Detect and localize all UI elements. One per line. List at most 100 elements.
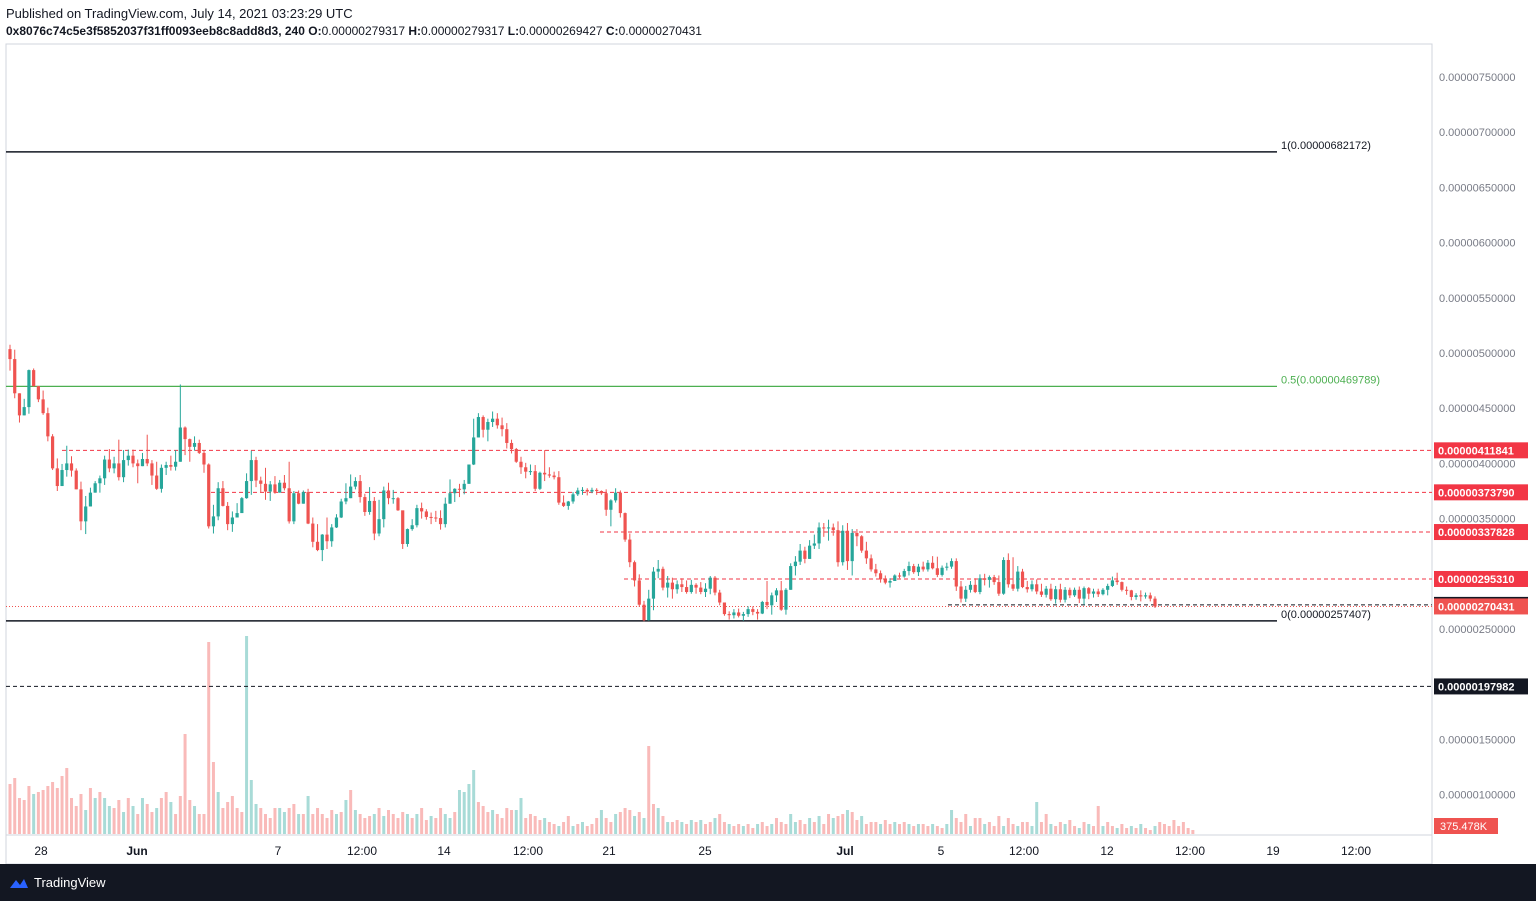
volume-bar (628, 810, 632, 834)
candle-body (240, 498, 244, 514)
volume-bar (131, 806, 135, 834)
candle-body (1153, 598, 1157, 607)
candle-body (722, 602, 727, 615)
candle-body (557, 477, 561, 503)
volume-bar (107, 806, 111, 834)
volume-bar (60, 776, 64, 834)
candle-body (519, 461, 523, 468)
time-tick-label: Jun (126, 844, 147, 858)
candle-body (992, 577, 996, 583)
candle-body (339, 501, 343, 518)
volume-bar (940, 828, 944, 834)
candle-body (415, 508, 419, 526)
candle-body (949, 561, 954, 567)
volume-bar (1139, 824, 1143, 834)
candle-body (263, 483, 268, 492)
price-tick-label: 0.00000450000 (1439, 403, 1515, 415)
candle-body (779, 590, 783, 610)
volume-bar (921, 824, 925, 834)
volume-bar (1129, 826, 1133, 834)
volume-bar (1077, 828, 1081, 834)
candle-body (344, 498, 348, 502)
candle-body (235, 513, 239, 518)
volume-bar (1025, 822, 1029, 834)
volume-bar (916, 824, 920, 834)
candle-body (897, 575, 902, 577)
volume-bar (221, 808, 225, 834)
volume-bar (827, 814, 831, 834)
volume-bar (1110, 826, 1114, 834)
price-level-badge (1434, 524, 1528, 541)
candle-body (117, 463, 121, 478)
volume-bar (136, 814, 140, 834)
candle-body (126, 455, 130, 461)
volume-bar (604, 818, 608, 834)
volume-bar (207, 642, 211, 834)
candle-body (60, 470, 64, 487)
fib-level-label: 0.5(0.00000469789) (1281, 374, 1380, 386)
tradingview-cloud-icon (10, 878, 28, 888)
candle-body (703, 588, 708, 593)
volume-bar (1011, 824, 1015, 834)
candle-body (1011, 584, 1015, 589)
volume-bar (926, 826, 930, 834)
candle-body (216, 488, 220, 517)
time-tick-label: 12:00 (1009, 844, 1039, 858)
volume-bar (334, 814, 338, 834)
candle-body (178, 427, 182, 462)
candle-body (869, 558, 873, 570)
volume-bar (1144, 828, 1148, 834)
volume-bar (633, 816, 637, 834)
candle-body (377, 519, 381, 534)
volume-bar (599, 810, 603, 834)
candle-body (1006, 560, 1010, 585)
candle-body (803, 550, 807, 559)
volume-bar (424, 820, 428, 834)
volume-bar (353, 810, 357, 834)
candle-body (1096, 591, 1100, 595)
price-level-badge (1434, 570, 1528, 587)
candle-body (150, 463, 154, 476)
volume-bar (524, 818, 528, 834)
price-chart[interactable]: 0.00000750000 0.00000700000 0.00000650000 0… (0, 0, 1536, 864)
volume-bar (491, 810, 495, 834)
candle-body (751, 609, 755, 612)
price-tick-label: 0.00000700000 (1439, 127, 1515, 139)
volume-bar (254, 804, 258, 834)
candle-body (637, 580, 641, 605)
candle-body (656, 568, 660, 572)
volume-bar (675, 820, 679, 834)
volume-bar (382, 816, 386, 834)
candle-body (1134, 595, 1138, 597)
volume-bar (789, 814, 793, 834)
candle-body (935, 568, 939, 575)
candle-body (462, 483, 466, 490)
candle-body (292, 493, 296, 522)
candle-body (495, 418, 499, 426)
candle-body (945, 566, 949, 568)
volume-bar (467, 784, 471, 834)
volume-bar (197, 814, 201, 834)
candle-body (812, 543, 816, 546)
price-tick-label: 0.00000400000 (1439, 458, 1515, 470)
candle-body (405, 529, 410, 544)
price-level-badge-label: 0.00000411841 (1438, 445, 1514, 457)
price-level-badge (1434, 442, 1528, 459)
candle-body (382, 490, 386, 520)
candle-body (22, 407, 26, 416)
volume-bar (211, 762, 215, 834)
volume-bar (770, 824, 774, 834)
price-tick-label: 0.00000250000 (1439, 624, 1515, 636)
volume-bar (55, 788, 59, 834)
tradingview-logo[interactable]: TradingView (8, 875, 106, 890)
fib-level-label: 0(0.00000257407) (1281, 609, 1371, 621)
candle-body (401, 510, 405, 544)
candle-body (632, 562, 637, 581)
volume-bar (235, 808, 239, 834)
candle-body (680, 584, 684, 588)
candle-body (1044, 588, 1048, 595)
volume-bar (178, 796, 182, 834)
volume-bar (377, 808, 381, 834)
volume-bar (1181, 822, 1185, 834)
volume-bar (836, 816, 840, 834)
